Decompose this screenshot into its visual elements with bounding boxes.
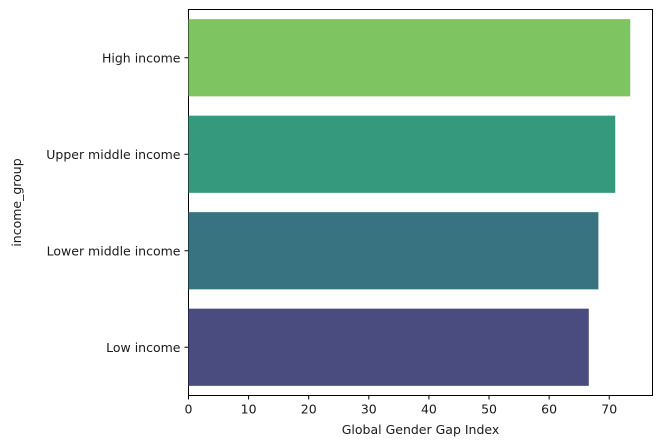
x-axis-title: Global Gender Gap Index xyxy=(342,422,500,437)
bar-lower-middle-income xyxy=(188,212,599,290)
x-tick-label: 30 xyxy=(361,402,377,417)
y-axis-ticks: High income Upper middle income Lower midd… xyxy=(46,50,189,355)
x-axis-ticks: 0 10 20 30 40 50 60 70 xyxy=(185,395,617,417)
x-tick-label: 50 xyxy=(481,402,497,417)
bar-upper-middle-income xyxy=(188,115,616,193)
plot-frame xyxy=(188,9,653,396)
x-tick-label: 0 xyxy=(185,402,193,417)
x-tick-label: 40 xyxy=(421,402,437,417)
y-tick-label: Low income xyxy=(106,340,181,355)
bars-group xyxy=(188,19,631,386)
y-tick-label: Lower middle income xyxy=(47,243,181,258)
y-axis-title: income_group xyxy=(9,158,24,246)
x-tick-label: 20 xyxy=(301,402,317,417)
bar-low-income xyxy=(188,308,589,386)
x-tick-label: 60 xyxy=(541,402,557,417)
y-tick-label: High income xyxy=(102,50,181,65)
x-tick-label: 70 xyxy=(601,402,617,417)
bar-high-income xyxy=(188,19,631,97)
x-tick-label: 10 xyxy=(241,402,257,417)
y-tick-label: Upper middle income xyxy=(46,147,181,162)
